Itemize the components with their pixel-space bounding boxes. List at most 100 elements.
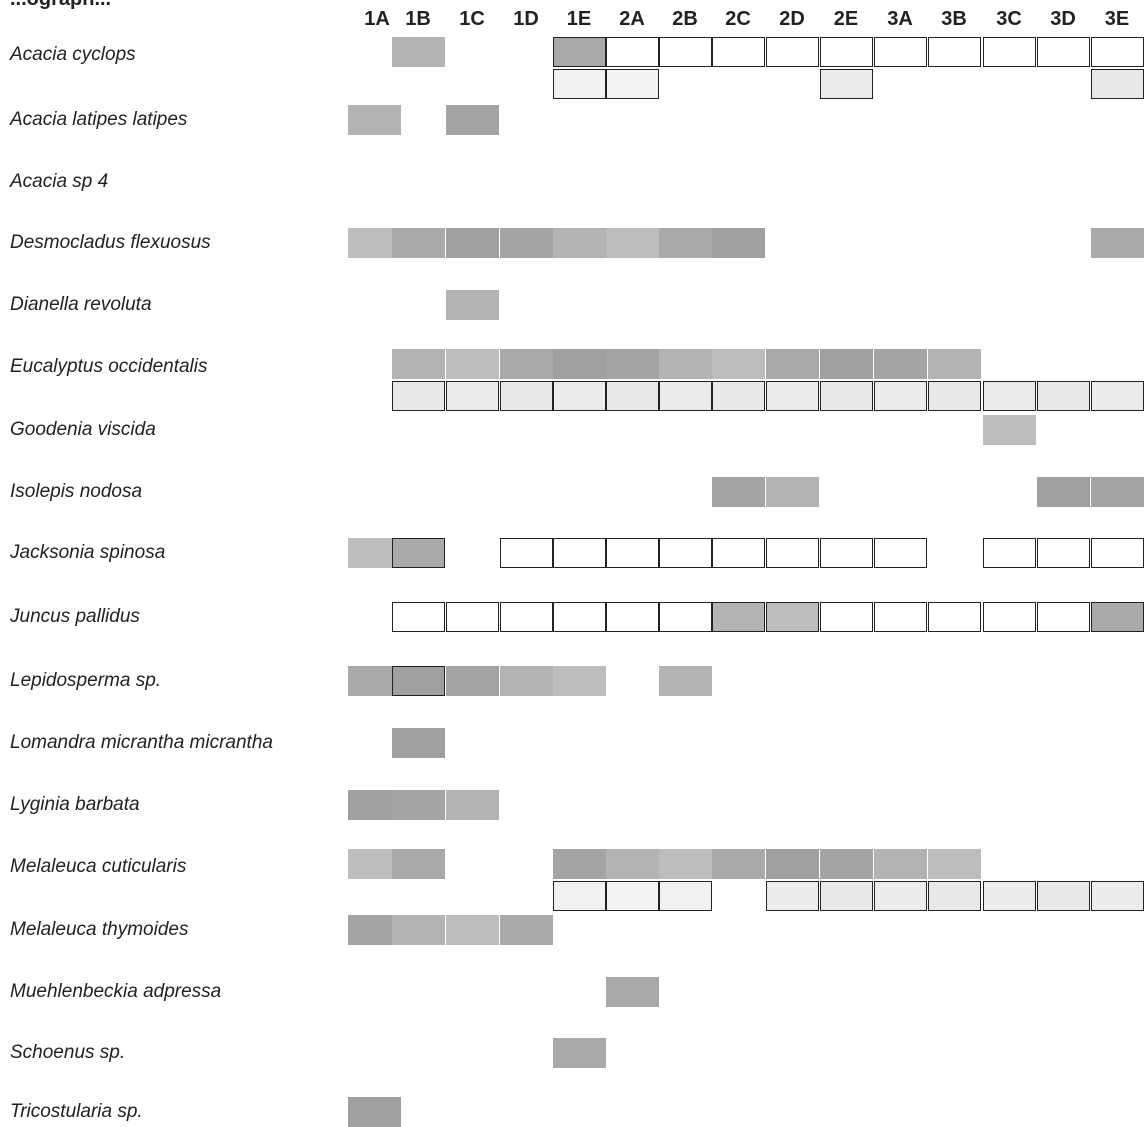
boxed-cell-second-line-2c [712,381,765,411]
boxed-cell-second-line-2a [606,69,659,99]
row-label: Muehlenbeckia adpressa [10,981,222,1002]
row-label: Jacksonia spinosa [10,542,166,563]
boxed-cell-second-line-3d [1037,881,1090,911]
filled-cell-3b [928,849,981,879]
boxed-cell-second-line-1c [446,381,499,411]
boxed-cell-second-line-1e [553,69,606,99]
boxed-cell-3c [983,602,1036,632]
boxed-cell-2b [659,538,712,568]
boxed-cell-2a [606,37,659,67]
boxed-cell-3c [983,37,1036,67]
filled-cell-2c [712,349,765,379]
column-header-2c: 2C [725,8,751,30]
filled-cell-2b [659,666,712,696]
row-label: Lyginia barbata [10,794,140,815]
filled-cell-2e [820,849,873,879]
filled-cell-1e [553,1038,606,1068]
filled-cell-2c [712,228,765,258]
filled-cell-2b [659,849,712,879]
boxed-cell-second-line-1d [500,381,553,411]
filled-cell-1b [392,849,445,879]
filled-cell-1c [446,915,499,945]
filled-cell-3d [1037,477,1090,507]
boxed-cell-2c [712,37,765,67]
filled-cell-1c [446,349,499,379]
boxed-cell-1d [500,602,553,632]
boxed-cell-1e [553,602,606,632]
filled-cell-3a [874,849,927,879]
filled-cell-2e [820,349,873,379]
column-header-2d: 2D [779,8,805,30]
boxed-cell-3a [874,538,927,568]
column-header-3a: 3A [887,8,913,30]
boxed-cell-1d [500,538,553,568]
boxed-cell-second-line-2e [820,69,873,99]
column-header-3e: 3E [1104,8,1130,30]
boxed-cell-2e [820,602,873,632]
boxed-cell-second-line-2d [766,381,819,411]
filled-cell-2c [712,602,765,632]
filled-cell-1b [392,728,445,758]
boxed-cell-3c [983,538,1036,568]
filled-cell-3e [1091,602,1144,632]
filled-cell-2a [606,849,659,879]
filled-cell-1d [500,228,553,258]
boxed-cell-2a [606,538,659,568]
filled-cell-3b [928,349,981,379]
filled-cell-1b [392,538,445,568]
filled-cell-2a [606,977,659,1007]
boxed-cell-2c [712,538,765,568]
filled-cell-2d [766,602,819,632]
filled-cell-2b [659,349,712,379]
boxed-cell-2b [659,37,712,67]
column-header-3c: 3C [996,8,1022,30]
column-header-3d: 3D [1050,8,1076,30]
column-header-1e: 1E [566,8,592,30]
row-label: Melaleuca thymoides [10,919,189,940]
chart-title-fragment: ...ograph... [10,0,111,11]
boxed-cell-3d [1037,37,1090,67]
filled-cell-1b [392,790,445,820]
boxed-cell-second-line-2a [606,381,659,411]
boxed-cell-2e [820,538,873,568]
row-label: Eucalyptus occidentalis [10,356,208,377]
filled-cell-1e [553,849,606,879]
row-label: Goodenia viscida [10,419,156,440]
boxed-cell-2d [766,37,819,67]
filled-cell-2d [766,849,819,879]
column-header-1b: 1B [405,8,431,30]
filled-cell-1b [392,228,445,258]
filled-cell-1e [553,666,606,696]
filled-cell-2c [712,849,765,879]
filled-cell-3a [874,349,927,379]
boxed-cell-1c [446,602,499,632]
row-label: Desmocladus flexuosus [10,232,211,253]
filled-cell-1e [553,37,606,67]
filled-cell-2a [606,349,659,379]
boxed-cell-2d [766,538,819,568]
row-label: Lomandra micrantha micrantha [10,732,273,753]
boxed-cell-2e [820,37,873,67]
filled-cell-1b [392,666,445,696]
boxed-cell-second-line-2a [606,881,659,911]
boxed-cell-second-line-3b [928,881,981,911]
row-label: Dianella revoluta [10,294,152,315]
boxed-cell-1b [392,602,445,632]
boxed-cell-1e [553,538,606,568]
boxed-cell-second-line-1e [553,881,606,911]
boxed-cell-3b [928,602,981,632]
boxed-cell-second-line-3b [928,381,981,411]
column-header-3b: 3B [941,8,967,30]
boxed-cell-second-line-2e [820,381,873,411]
filled-cell-3e [1091,228,1144,258]
column-header-2a: 2A [619,8,645,30]
filled-cell-1a [348,1097,401,1127]
boxed-cell-second-line-3a [874,381,927,411]
filled-cell-1a [348,105,401,135]
column-header-2b: 2B [672,8,698,30]
row-label: Acacia latipes latipes [10,109,188,130]
column-header-2e: 2E [833,8,859,30]
boxed-cell-second-line-2b [659,381,712,411]
column-header-1a: 1A [364,8,390,30]
filled-cell-1d [500,915,553,945]
